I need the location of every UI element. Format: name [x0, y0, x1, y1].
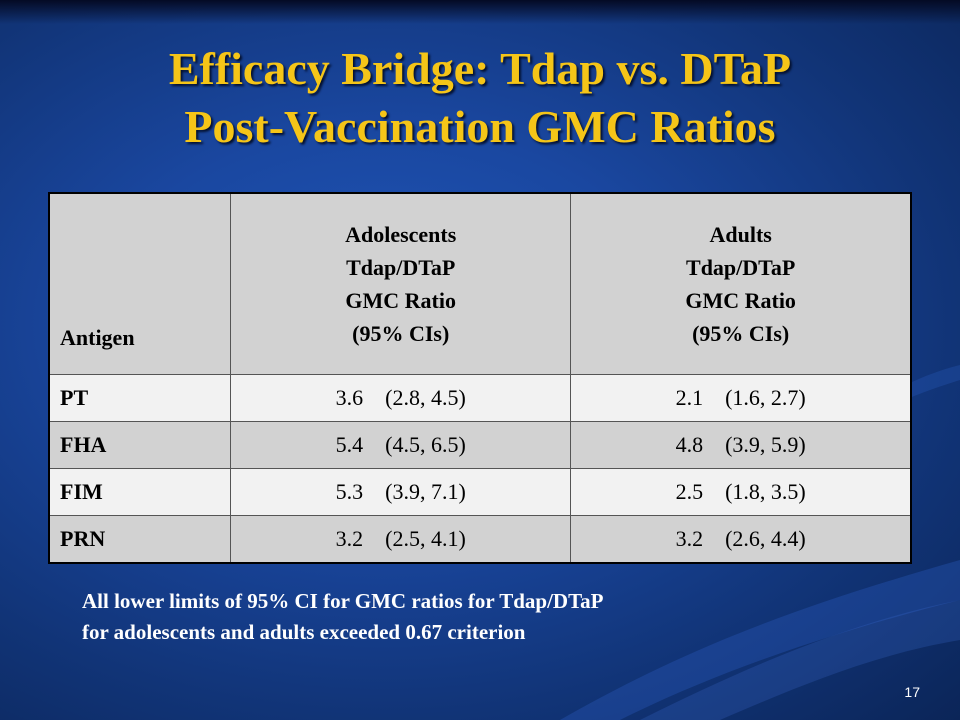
table-row: PT 3.6 (2.8, 4.5) 2.1 (1.6, 2.7) — [48, 374, 912, 422]
header-adolescents-line: Tdap/DTaP — [346, 255, 456, 280]
ratio-value: 5.4 — [335, 432, 364, 457]
footnote: All lower limits of 95% CI for GMC ratio… — [82, 586, 902, 648]
slide-title: Efficacy Bridge: Tdap vs. DTaP Post-Vacc… — [0, 40, 960, 156]
ci-value: (3.9, 7.1) — [385, 479, 466, 504]
adults-cell: 2.1 (1.6, 2.7) — [570, 374, 912, 422]
header-adolescents-line: Adolescents — [345, 222, 457, 247]
table-row: FIM 5.3 (3.9, 7.1) 2.5 (1.8, 3.5) — [48, 468, 912, 516]
ratio-value: 5.3 — [335, 479, 364, 504]
header-adolescents-line: (95% CIs) — [352, 321, 450, 346]
ci-value: (2.8, 4.5) — [385, 385, 466, 410]
ci-value: (4.5, 6.5) — [385, 432, 466, 457]
ratio-value: 3.2 — [675, 526, 704, 551]
footnote-line-1: All lower limits of 95% CI for GMC ratio… — [82, 589, 604, 613]
title-line-1: Efficacy Bridge: Tdap vs. DTaP — [168, 43, 792, 94]
header-antigen: Antigen — [48, 192, 232, 375]
header-adults-line: (95% CIs) — [692, 321, 790, 346]
ci-value: (1.8, 3.5) — [725, 479, 806, 504]
header-adults: Adults Tdap/DTaP GMC Ratio (95% CIs) — [570, 192, 912, 375]
adults-cell: 4.8 (3.9, 5.9) — [570, 421, 912, 469]
header-adults-line: Tdap/DTaP — [686, 255, 796, 280]
ratio-value: 4.8 — [675, 432, 704, 457]
page-number: 17 — [904, 684, 920, 700]
antigen-cell: FIM — [48, 468, 232, 516]
adolescents-cell: 5.4 (4.5, 6.5) — [230, 421, 572, 469]
antigen-cell: PRN — [48, 515, 232, 564]
ratio-value: 3.2 — [335, 526, 364, 551]
ci-value: (2.5, 4.1) — [385, 526, 466, 551]
adults-cell: 3.2 (2.6, 4.4) — [570, 515, 912, 564]
header-adults-line: Adults — [709, 222, 772, 247]
title-line-2: Post-Vaccination GMC Ratios — [184, 101, 776, 152]
header-adults-line: GMC Ratio — [685, 288, 796, 313]
antigen-cell: FHA — [48, 421, 232, 469]
header-adolescents: Adolescents Tdap/DTaP GMC Ratio (95% CIs… — [230, 192, 572, 375]
table-row: PRN 3.2 (2.5, 4.1) 3.2 (2.6, 4.4) — [48, 515, 912, 564]
antigen-cell: PT — [48, 374, 232, 422]
table-header-row: Antigen Adolescents Tdap/DTaP GMC Ratio … — [48, 192, 912, 375]
adults-cell: 2.5 (1.8, 3.5) — [570, 468, 912, 516]
adolescents-cell: 3.2 (2.5, 4.1) — [230, 515, 572, 564]
adolescents-cell: 3.6 (2.8, 4.5) — [230, 374, 572, 422]
footnote-line-2: for adolescents and adults exceeded 0.67… — [82, 620, 526, 644]
ratio-value: 2.1 — [675, 385, 704, 410]
ci-value: (2.6, 4.4) — [725, 526, 806, 551]
ratio-value: 3.6 — [335, 385, 364, 410]
gmc-ratio-table: Antigen Adolescents Tdap/DTaP GMC Ratio … — [48, 192, 912, 564]
adolescents-cell: 5.3 (3.9, 7.1) — [230, 468, 572, 516]
table-row: FHA 5.4 (4.5, 6.5) 4.8 (3.9, 5.9) — [48, 421, 912, 469]
ratio-value: 2.5 — [675, 479, 704, 504]
header-adolescents-line: GMC Ratio — [345, 288, 456, 313]
ci-value: (1.6, 2.7) — [725, 385, 806, 410]
top-dark-band — [0, 0, 960, 24]
ci-value: (3.9, 5.9) — [725, 432, 806, 457]
